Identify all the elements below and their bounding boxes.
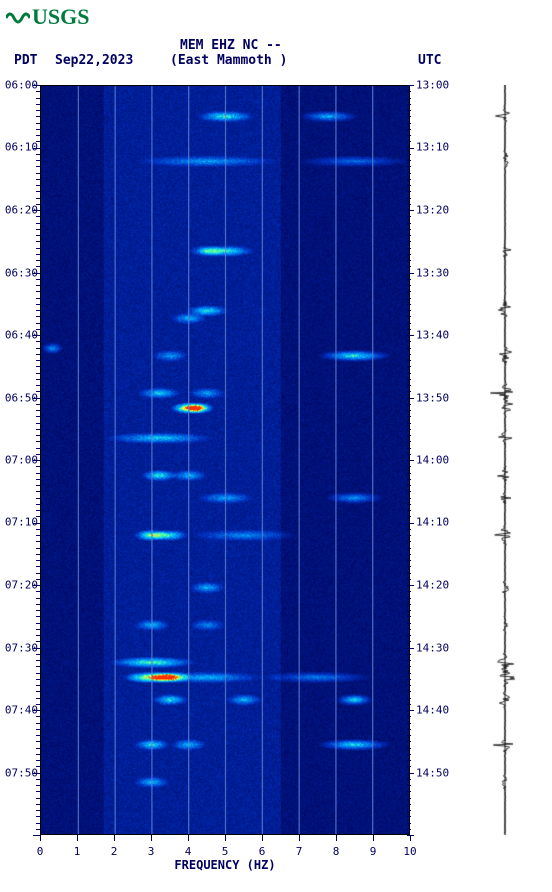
usgs-logo: USGS	[6, 4, 89, 30]
x-tick-label: 1	[74, 845, 81, 858]
seismogram-canvas	[490, 85, 520, 835]
y-right-tick-label: 13:10	[416, 141, 449, 154]
usgs-wave-icon	[6, 4, 30, 30]
y-right-tick-label: 14:50	[416, 766, 449, 779]
x-axis-label: FREQUENCY (HZ)	[40, 858, 410, 872]
y-right-tick-label: 13:30	[416, 266, 449, 279]
x-tick-label: 9	[370, 845, 377, 858]
date: Sep22,2023	[55, 53, 133, 68]
y-axis-right: 13:0013:1013:2013:3013:4013:5014:0014:10…	[412, 85, 462, 835]
right-tick-marks	[410, 85, 411, 835]
x-tick-label: 4	[185, 845, 192, 858]
y-right-tick-label: 14:30	[416, 641, 449, 654]
x-tick-label: 7	[296, 845, 303, 858]
y-right-tick-label: 13:40	[416, 328, 449, 341]
y-right-tick-label: 14:20	[416, 579, 449, 592]
x-tick-label: 8	[333, 845, 340, 858]
x-tick-label: 10	[403, 845, 416, 858]
station-location: (East Mammoth )	[170, 53, 287, 68]
y-right-tick-label: 14:00	[416, 454, 449, 467]
x-tick-label: 5	[222, 845, 229, 858]
seismogram-trace	[490, 85, 520, 835]
x-tick-label: 3	[148, 845, 155, 858]
usgs-text: USGS	[32, 4, 89, 30]
tz-right: UTC	[418, 53, 441, 68]
y-right-tick-label: 14:40	[416, 703, 449, 716]
spectrogram-plot	[40, 85, 410, 835]
x-tick-label: 2	[111, 845, 118, 858]
tz-left: PDT	[14, 53, 37, 68]
y-right-tick-label: 13:50	[416, 391, 449, 404]
y-right-tick-label: 13:20	[416, 204, 449, 217]
station-code: MEM EHZ NC --	[180, 38, 282, 53]
x-tick-label: 6	[259, 845, 266, 858]
y-right-tick-label: 14:10	[416, 516, 449, 529]
left-tick-marks	[40, 85, 41, 835]
x-tick-label: 0	[37, 845, 44, 858]
y-right-tick-label: 13:00	[416, 79, 449, 92]
spectrogram-canvas	[41, 86, 409, 834]
